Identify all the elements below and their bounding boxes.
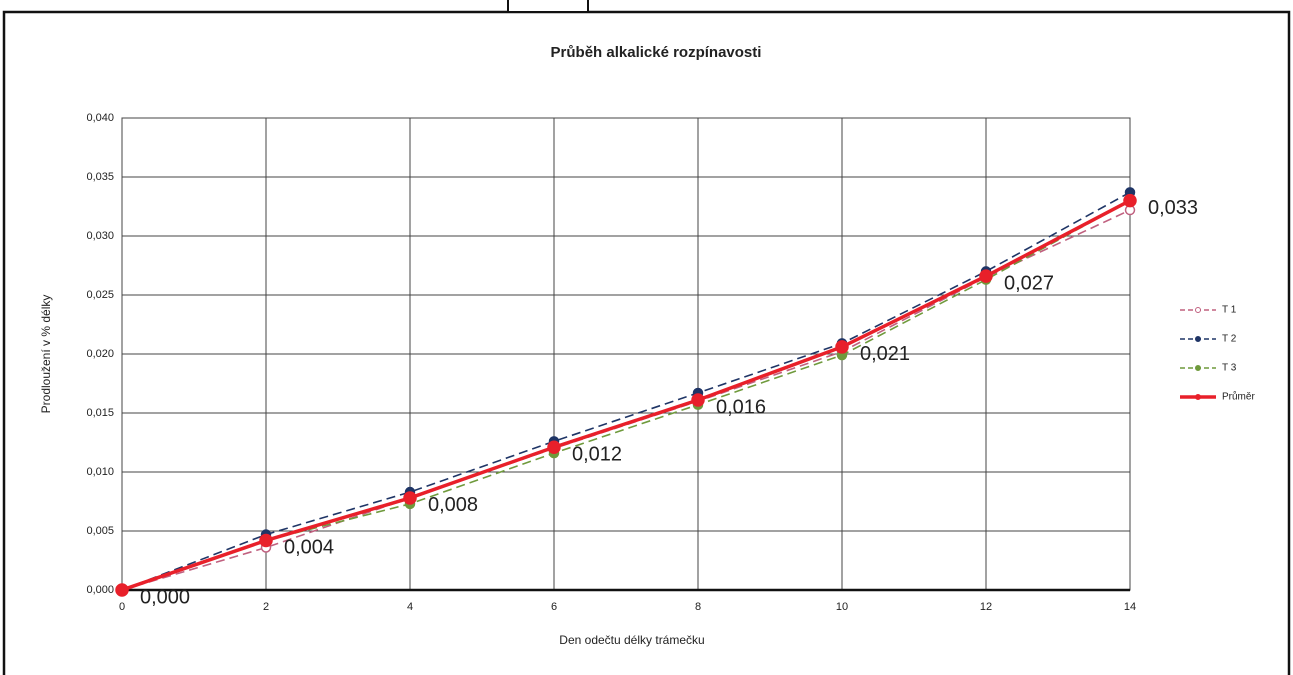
tab [507,0,589,13]
series-line [121,199,1131,592]
y-tick-label: 0,020 [86,348,114,360]
data-label: 0,004 [284,537,334,559]
x-tick-label: 12 [980,601,992,613]
x-tick-label: 6 [551,601,557,613]
series-line [121,209,1131,591]
y-tick-label: 0,010 [86,466,114,478]
y-tick-label: 0,030 [86,230,114,242]
y-tick-label: 0,000 [86,584,114,596]
y-tick-label: 0,005 [86,525,114,537]
x-tick-label: 8 [695,601,701,613]
marker [403,491,417,505]
y-tick-label: 0,025 [86,289,114,301]
marker [115,583,129,597]
data-label: 0,021 [860,343,910,365]
marker [547,440,561,454]
legend-label: Průměr [1222,391,1255,403]
data-label: 0,033 [1148,197,1198,219]
marker [1123,193,1137,208]
legend-marker [1195,394,1201,400]
marker [259,533,273,548]
marker [835,340,849,354]
data-label: 0,027 [1004,272,1054,294]
data-label: 0,008 [428,494,478,516]
frame [2,10,1291,675]
legend-label: T 1 [1222,305,1237,316]
y-tick-label: 0,035 [86,171,114,183]
x-tick-label: 0 [119,601,125,613]
data-label: 0,000 [140,586,190,608]
data-label: 0,012 [572,444,622,466]
marker [691,393,705,407]
legend-marker [1195,336,1201,342]
y-tick-label: 0,015 [86,407,114,419]
y-tick-label: 0,040 [86,112,114,124]
legend-label: T 3 [1222,363,1237,374]
x-tick-label: 2 [263,601,269,613]
series-line [121,191,1131,591]
legend-marker [1195,307,1201,313]
x-tick-label: 4 [407,601,413,613]
data-label: 0,016 [716,396,766,418]
marker [979,269,993,283]
x-tick-label: 10 [836,601,848,613]
legend-marker [1195,365,1201,371]
y-axis-label: Prodloužení v % délky [39,295,53,414]
x-tick-label: 14 [1124,601,1136,613]
legend-label: T 2 [1222,334,1237,345]
x-axis-label: Den odečtu délky trámečku [559,633,704,647]
chart-title: Průběh alkalické rozpínavosti [551,44,762,61]
